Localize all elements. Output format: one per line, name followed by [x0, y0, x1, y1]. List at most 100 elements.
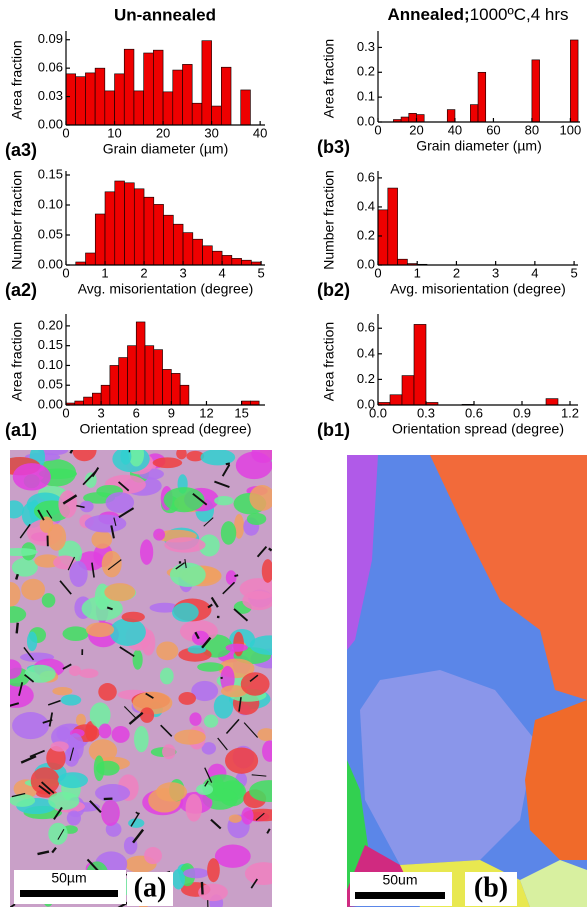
bar: [144, 345, 155, 406]
x-tick-label: 0: [62, 405, 69, 420]
grains: [10, 450, 272, 907]
grain: [72, 450, 97, 462]
grain: [234, 513, 245, 539]
grain: [66, 733, 84, 761]
x-axis-label: Orientation spread (degree): [80, 421, 252, 437]
grain: [68, 665, 82, 676]
y-tick-label: 0.00: [38, 116, 63, 131]
grain: [220, 665, 235, 692]
bar: [531, 59, 540, 123]
grain-boundary: [118, 481, 130, 492]
grain: [57, 772, 89, 789]
y-tick-label: 0.6: [357, 169, 375, 184]
grain: [201, 742, 217, 755]
y-tick-label: 0.0: [357, 396, 375, 411]
grain: [197, 662, 224, 672]
bar: [114, 73, 125, 126]
grain: [162, 744, 176, 760]
x-axis-label: Avg. misorientation (degree): [390, 281, 566, 297]
x-tick-label: 5: [570, 265, 577, 280]
x-tick-label: 1: [414, 265, 421, 280]
bar: [163, 214, 174, 266]
grain: [10, 659, 22, 679]
grain: [89, 702, 111, 728]
x-tick-label: 10: [107, 125, 121, 140]
grain-boundary: [37, 850, 50, 856]
bar: [153, 49, 164, 126]
bar: [85, 72, 96, 126]
bar: [545, 398, 559, 406]
grain-boundary: [29, 749, 45, 758]
bar: [191, 102, 203, 126]
bar: [241, 259, 252, 266]
bar: [100, 384, 111, 406]
grain: [360, 670, 535, 865]
panel-label: (a): [134, 872, 167, 903]
y-tick-label: 0.6: [357, 320, 375, 335]
grain-boundary: [19, 523, 31, 539]
x-tick-label: 0.0: [369, 405, 387, 420]
grain: [133, 726, 149, 753]
grain: [187, 645, 207, 654]
grain: [198, 883, 228, 902]
x-axis-label: Orientation spread (degree): [392, 421, 564, 437]
y-tick-label: 0.09: [38, 31, 63, 46]
grain-boundary: [200, 881, 204, 895]
y-tick-label: 0.4: [357, 198, 375, 213]
grain: [104, 583, 136, 602]
grain-boundary: [266, 828, 271, 834]
grain-boundary: [91, 467, 100, 478]
grain-boundary: [110, 525, 115, 539]
grain: [164, 537, 206, 553]
grain: [75, 713, 87, 727]
grain: [10, 547, 38, 556]
x-tick-label: 5: [257, 265, 264, 280]
grain: [101, 550, 122, 578]
grain: [225, 570, 237, 585]
x-tick-label: 40: [448, 122, 462, 137]
column-title-rest: 1000ºC,4 hrs: [470, 5, 569, 24]
grain: [69, 560, 88, 588]
grain-boundary: [194, 631, 200, 640]
panel-label-box: [465, 872, 517, 906]
bar: [179, 384, 190, 406]
grain: [132, 649, 143, 670]
grain: [101, 799, 120, 826]
grain: [79, 500, 94, 513]
y-tick-label: 0.06: [38, 60, 63, 75]
bar: [231, 258, 242, 266]
x-tick-label: 2: [140, 265, 147, 280]
bar: [83, 396, 93, 406]
x-tick-label: 2: [453, 265, 460, 280]
grain-boundary: [57, 828, 65, 840]
grain-boundary: [192, 492, 208, 506]
grain: [10, 606, 27, 623]
grain: [200, 450, 236, 466]
grain-boundary: [23, 646, 35, 661]
grain-boundary: [107, 559, 122, 571]
grain: [213, 694, 234, 719]
grain: [174, 729, 206, 745]
grain: [120, 450, 132, 465]
grain: [198, 534, 220, 557]
grain-boundary: [89, 800, 102, 814]
bar: [201, 40, 212, 126]
grain-boundary: [145, 692, 154, 699]
grain: [249, 484, 272, 511]
grain-boundary: [46, 509, 53, 519]
column-title: Un-annealed: [114, 5, 216, 24]
grain-boundary: [256, 545, 268, 558]
grain: [52, 686, 73, 696]
grain-boundary: [160, 724, 173, 737]
grain: [251, 450, 272, 463]
grain: [525, 700, 587, 860]
grain-boundary: [10, 702, 20, 707]
grain: [249, 780, 272, 802]
y-tick-label: 0.1: [357, 89, 375, 104]
grain: [153, 528, 166, 541]
grain: [156, 641, 179, 661]
grain-boundary: [250, 878, 258, 889]
micrograph-b: [347, 455, 587, 907]
grain-boundary: [225, 718, 240, 734]
x-tick-label: 0.9: [513, 405, 531, 420]
